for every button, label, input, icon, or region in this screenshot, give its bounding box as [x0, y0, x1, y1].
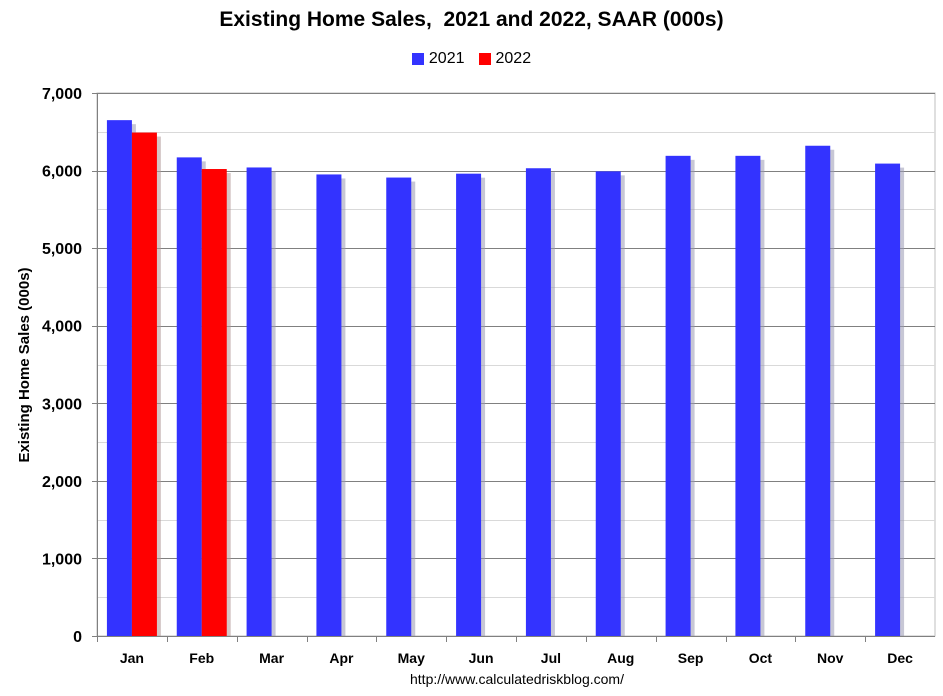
y-tick-label: 3,000 [42, 396, 82, 413]
y-tick-label: 5,000 [42, 241, 82, 258]
legend: 2021 2022 [0, 50, 943, 68]
x-tick-label: Nov [817, 650, 844, 666]
y-tick-label: 4,000 [42, 319, 82, 336]
legend-swatch-2022 [478, 53, 491, 65]
bar-2021-dec [875, 163, 901, 636]
x-tick-label: Oct [749, 650, 773, 666]
x-tick-label: Dec [887, 650, 913, 666]
bar-2021-sep [665, 155, 691, 636]
legend-label-2021: 2021 [428, 50, 465, 67]
x-tick-label: Feb [189, 650, 214, 666]
x-tick-label: May [398, 650, 425, 666]
x-tick-label: Jul [541, 650, 561, 666]
x-tick-label: Sep [678, 650, 704, 666]
bar-2021-nov [805, 145, 831, 636]
x-tick-label: Apr [329, 650, 354, 666]
plot-area [96, 92, 936, 637]
bar-2021-may [386, 177, 412, 636]
y-axis-title: Existing Home Sales (000s) [16, 267, 33, 462]
legend-swatch-2021 [411, 53, 424, 65]
y-tick-label: 0 [73, 629, 82, 646]
legend-item-2021: 2021 [411, 50, 465, 68]
y-tick-label: 6,000 [42, 164, 82, 181]
x-tick-label: Jan [120, 650, 144, 666]
bar-2022-feb [201, 169, 227, 636]
source-note: http://www.calculatedriskblog.com/ [410, 671, 624, 687]
bar-2021-aug [595, 171, 621, 636]
bar-2022-jan [131, 132, 157, 636]
x-tick-label: Aug [607, 650, 634, 666]
y-tick-label: 7,000 [42, 86, 82, 103]
bar-2021-oct [735, 155, 761, 636]
bar-2021-jun [456, 173, 482, 636]
legend-label-2022: 2022 [495, 50, 532, 67]
chart-title: Existing Home Sales, 2021 and 2022, SAAR… [219, 8, 724, 31]
bar-2021-mar [246, 167, 272, 636]
x-tick-label: Mar [259, 650, 284, 666]
y-tick-label: 2,000 [42, 474, 82, 491]
bar-2021-feb [176, 157, 202, 637]
bar-2021-apr [316, 174, 342, 636]
legend-item-2022: 2022 [478, 50, 532, 68]
x-tick-label: Jun [469, 650, 494, 666]
y-tick-label: 1,000 [42, 551, 82, 568]
bar-2021-jul [525, 168, 551, 636]
bar-2021-jan [106, 120, 132, 636]
